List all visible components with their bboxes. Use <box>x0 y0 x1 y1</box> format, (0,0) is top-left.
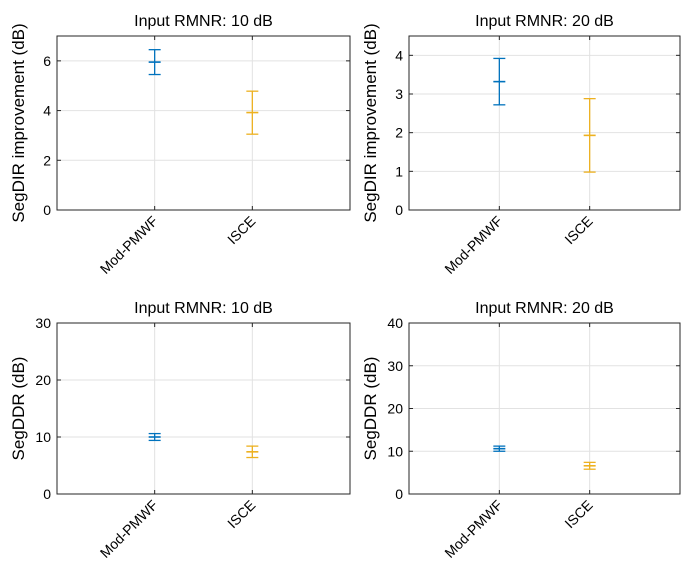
y-tick-label: 4 <box>43 103 51 119</box>
panel-title: Input RMNR: 20 dB <box>475 300 614 317</box>
y-axis-label: SegDIR improvement (dB) <box>361 23 380 222</box>
y-tick-label: 40 <box>387 315 403 331</box>
x-category-label: Mod-PMWF <box>441 213 505 277</box>
y-tick-label: 0 <box>43 486 51 502</box>
y-tick-label: 6 <box>43 53 51 69</box>
x-category-label: ISCE <box>224 213 258 247</box>
x-category-label: ISCE <box>561 497 595 531</box>
y-tick-label: 3 <box>395 86 403 102</box>
y-tick-label: 20 <box>387 401 403 417</box>
y-tick-label: 2 <box>395 125 403 141</box>
plot-area <box>57 323 350 494</box>
x-category-label: Mod-PMWF <box>97 213 161 277</box>
y-tick-label: 4 <box>395 47 403 63</box>
chart-panel-2: 0 1 2 3 4 Mod-PMWF ISCE Input RMNR: 20 dB SegDIR… <box>361 13 681 277</box>
y-axis-label: SegDDR (dB) <box>361 357 380 461</box>
y-tick-label: 10 <box>387 443 403 459</box>
x-category-label: Mod-PMWF <box>441 497 505 561</box>
panel-title: Input RMNR: 10 dB <box>134 300 273 317</box>
plot-area <box>409 36 680 210</box>
axes-box <box>56 35 351 211</box>
y-tick-label: 0 <box>395 202 403 218</box>
y-tick-label: 30 <box>387 358 403 374</box>
y-tick-label: 2 <box>43 152 51 168</box>
y-tick-label: 0 <box>43 202 51 218</box>
y-axis-label: SegDIR improvement (dB) <box>9 23 28 222</box>
y-axis-label: SegDDR (dB) <box>9 357 28 461</box>
y-tick-label: 10 <box>35 429 51 445</box>
y-tick-label: 1 <box>395 163 403 179</box>
axes-box <box>56 322 351 495</box>
x-category-label: ISCE <box>224 497 258 531</box>
x-category-label: ISCE <box>561 213 595 247</box>
chart-panel-1: 0 2 4 6 Mod-PMWF ISCE Input RMNR: 10 dB SegDIR … <box>9 13 351 277</box>
y-tick-label: 0 <box>395 486 403 502</box>
panel-title: Input RMNR: 20 dB <box>475 13 614 30</box>
plot-area <box>57 36 350 210</box>
y-tick-label: 20 <box>35 372 51 388</box>
chart-panel-4: 0 10 20 30 40 Mod-PMWF ISCE Input RMNR: 20 dB Se… <box>361 300 681 561</box>
chart-panel-3: 0 10 20 30 Mod-PMWF ISCE Input RMNR: 10 dB SegD… <box>9 300 351 561</box>
y-tick-label: 30 <box>35 315 51 331</box>
axes-box <box>408 35 681 211</box>
panel-title: Input RMNR: 10 dB <box>134 13 273 30</box>
x-category-label: Mod-PMWF <box>97 497 161 561</box>
